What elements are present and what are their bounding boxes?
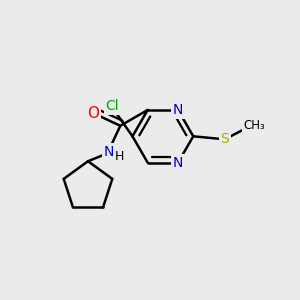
Text: N: N xyxy=(103,145,114,158)
Text: N: N xyxy=(173,156,183,170)
Text: N: N xyxy=(173,103,183,117)
Text: CH₃: CH₃ xyxy=(243,119,265,133)
Text: H: H xyxy=(115,151,124,164)
Text: Cl: Cl xyxy=(105,100,119,113)
Text: S: S xyxy=(220,132,229,146)
Text: O: O xyxy=(87,106,99,121)
